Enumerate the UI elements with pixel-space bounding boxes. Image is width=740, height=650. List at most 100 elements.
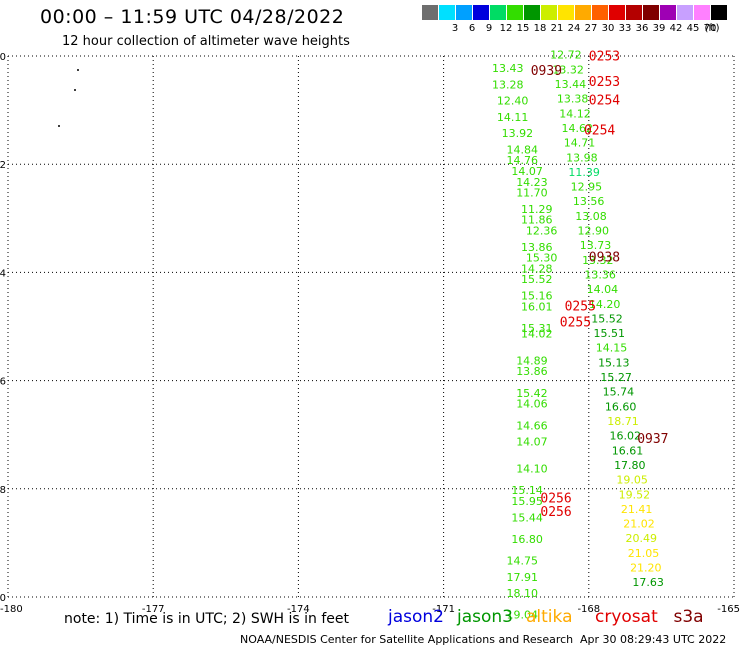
- overpass-time: 0937: [637, 432, 668, 447]
- swh-value: 16.02: [610, 430, 642, 443]
- overpass-time: 0253: [589, 75, 620, 90]
- swh-value: 14.15: [596, 342, 628, 355]
- swh-value: 12.36: [526, 225, 558, 238]
- satellite-legend-altika: altika: [526, 607, 573, 627]
- swh-value: 15.74: [603, 386, 635, 399]
- swh-value: 15.16: [521, 289, 553, 302]
- scale-swatch: [558, 5, 574, 20]
- map-grid: [7, 55, 735, 598]
- overpass-time: 0255: [560, 316, 591, 331]
- swh-value: 15.14: [511, 484, 543, 497]
- swh-value: 13.92: [502, 127, 534, 140]
- swh-value: 13.44: [555, 78, 587, 91]
- scale-label: 21: [550, 23, 564, 34]
- satellite-legend-s3a: s3a: [673, 607, 704, 627]
- scale-swatch: [677, 5, 693, 20]
- scale-label: 15: [516, 23, 530, 34]
- swh-value: 16.01: [521, 300, 553, 313]
- swh-value: 11.39: [568, 166, 600, 179]
- swh-value: 14.84: [507, 143, 539, 156]
- scale-label: 39: [652, 23, 666, 34]
- swh-value: 14.04: [587, 283, 619, 296]
- scale-swatch: [524, 5, 540, 20]
- scale-label: 45: [686, 23, 700, 34]
- units-note: note: 1) Time is in UTC; 2) SWH is in fe…: [64, 611, 350, 627]
- swh-value: 15.27: [600, 371, 632, 384]
- scale-unit: (ft): [704, 23, 720, 34]
- scale-label: 33: [618, 23, 632, 34]
- swh-value: 14.62: [562, 122, 594, 135]
- scale-swatch: [711, 5, 727, 20]
- scale-swatch: [592, 5, 608, 20]
- swh-value: 13.56: [573, 195, 605, 208]
- scale-label: 30: [601, 23, 615, 34]
- swh-value: 13.86: [521, 241, 553, 254]
- lat-tick-label: -36: [0, 377, 6, 388]
- land-dots: [58, 69, 79, 127]
- swh-value: 12.72: [550, 49, 582, 62]
- swh-value: 16.80: [511, 533, 543, 546]
- scale-swatch: [575, 5, 591, 20]
- scale-swatch: [490, 5, 506, 20]
- lat-tick-label: -34: [0, 268, 6, 279]
- lon-tick-label: -174: [287, 604, 310, 615]
- swh-value: 14.10: [516, 463, 548, 476]
- swh-value: 19.04: [507, 609, 539, 622]
- swh-value: 18.10: [507, 587, 539, 600]
- overpass-time: 0253: [589, 49, 620, 64]
- land-dot: [74, 89, 76, 91]
- overpass-time: 0939: [531, 64, 562, 79]
- lon-tick-label: -171: [432, 604, 455, 615]
- lon-tick-label: -165: [717, 604, 740, 615]
- swh-value: 11.29: [521, 203, 553, 216]
- swh-value: 13.32: [552, 63, 584, 76]
- footer-source: NOAA/NESDIS Center for Satellite Applica…: [240, 633, 574, 646]
- satellite-legend-jason3: jason3: [457, 607, 513, 627]
- swh-value: 17.63: [632, 576, 664, 589]
- page-subtitle: 12 hour collection of altimeter wave hei…: [62, 34, 350, 49]
- lat-tick-label: -40: [0, 593, 6, 604]
- scale-label: 27: [584, 23, 598, 34]
- swh-value: 14.07: [511, 165, 543, 178]
- swh-value: 15.51: [594, 327, 626, 340]
- swh-value: 14.06: [516, 398, 548, 411]
- swh-value: 12.40: [497, 95, 528, 108]
- land-dot: [58, 125, 60, 127]
- swh-value: 13.73: [580, 239, 612, 252]
- swh-value: 13.28: [492, 78, 524, 91]
- swh-value: 14.75: [507, 555, 539, 568]
- swh-value: 13.86: [516, 365, 548, 378]
- scale-label: 3: [451, 23, 459, 34]
- swh-value: 14.76: [507, 154, 539, 167]
- lon-tick-label: -180: [0, 604, 23, 615]
- swh-value: 14.28: [521, 262, 553, 275]
- swh-value: 12.90: [578, 225, 610, 238]
- swh-value: 19.52: [619, 488, 651, 501]
- lat-tick-label: -32: [0, 160, 6, 171]
- swh-value: 15.30: [526, 252, 558, 265]
- swh-value: 21.20: [630, 562, 662, 575]
- swh-value: 21.05: [628, 547, 660, 560]
- swh-value: 18.71: [607, 415, 639, 428]
- overpass-time: 0256: [540, 505, 571, 520]
- swh-value: 17.80: [614, 459, 646, 472]
- overpass-time: 0254: [589, 94, 620, 109]
- scale-label: 24: [567, 23, 581, 34]
- swh-value: 15.44: [511, 511, 543, 524]
- lon-tick-label: -177: [142, 604, 165, 615]
- scale-swatch: [694, 5, 710, 20]
- overpass-time: 0256: [540, 491, 571, 506]
- scale-swatch: [626, 5, 642, 20]
- swh-value: 16.60: [605, 400, 637, 413]
- land-dot: [77, 69, 79, 71]
- swh-value: 14.71: [564, 137, 596, 150]
- swh-value: 15.95: [511, 495, 543, 508]
- map-ticks: -30 -32 -34 -36 -38 -40-180 -177 -174 -171 -168 -1…: [0, 52, 740, 615]
- overpass-time: 0254: [584, 123, 615, 138]
- swh-value: 15.52: [521, 273, 553, 286]
- swh-value: 19.05: [616, 474, 648, 487]
- scale-label: 36: [635, 23, 649, 34]
- swh-value: 13.32: [582, 254, 614, 267]
- swh-value: 13.36: [584, 268, 616, 281]
- scale-label: 42: [669, 23, 683, 34]
